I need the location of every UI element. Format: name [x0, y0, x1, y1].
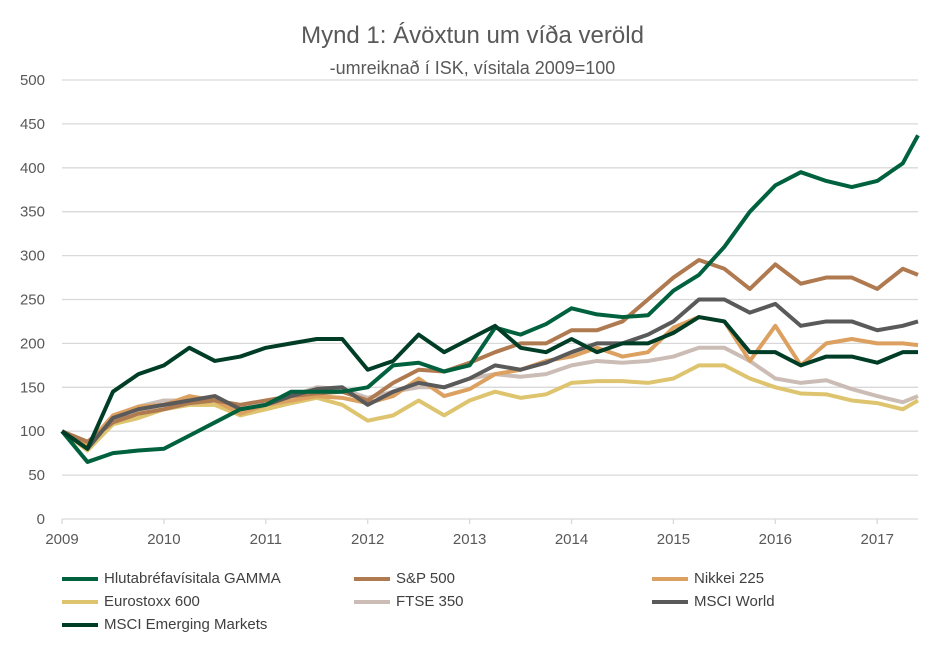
legend-item: FTSE 350	[354, 593, 464, 610]
y-tick-label: 300	[20, 248, 45, 265]
legend-item: MSCI Emerging Markets	[62, 616, 267, 633]
y-tick-label: 450	[20, 116, 45, 133]
x-tick-label: 2013	[453, 531, 486, 548]
x-tick-label: 2009	[45, 531, 78, 548]
legend-swatch	[652, 599, 688, 604]
x-tick-label: 2015	[657, 531, 690, 548]
y-tick-label: 50	[28, 467, 45, 484]
y-tick-label: 0	[37, 511, 45, 528]
legend-label: MSCI World	[694, 593, 775, 610]
x-tick-label: 2017	[861, 531, 894, 548]
legend-label: Nikkei 225	[694, 570, 765, 587]
series-line-hlutabr-fav-sitala-gamma	[60, 134, 920, 464]
x-tick-label: 2016	[759, 531, 792, 548]
series-line-eurostoxx-600	[60, 363, 919, 453]
legend-label: S&P 500	[396, 570, 455, 587]
y-tick-label: 200	[20, 335, 45, 352]
y-tick-label: 150	[20, 379, 45, 396]
series-line-s-p-500	[61, 257, 919, 444]
x-tick-label: 2011	[250, 531, 282, 548]
legend-label: Eurostoxx 600	[104, 593, 200, 610]
legend-swatch	[62, 599, 98, 604]
y-tick-label: 500	[20, 72, 45, 89]
legend-item: Nikkei 225	[652, 570, 764, 587]
y-tick-label: 100	[20, 423, 45, 440]
legend-swatch	[62, 576, 98, 581]
legend-swatch	[354, 599, 390, 604]
legend-label: Hlutabréfavísitala GAMMA	[104, 570, 281, 587]
y-tick-label: 400	[20, 160, 45, 177]
x-tick-label: 2012	[351, 531, 384, 548]
legend-item: S&P 500	[354, 570, 455, 587]
chart-subtitle: -umreiknað í ISK, vísitala 2009=100	[329, 58, 616, 78]
x-tick-label: 2010	[147, 531, 180, 548]
legend-item: Eurostoxx 600	[62, 593, 200, 610]
y-tick-label: 350	[20, 204, 45, 221]
series-line-msci-emerging-markets	[60, 315, 918, 451]
legend-label: FTSE 350	[396, 593, 464, 610]
series-line-msci-world	[60, 297, 919, 451]
legend-swatch	[652, 576, 688, 581]
legend-item: Hlutabréfavísitala GAMMA	[62, 570, 281, 587]
legend-swatch	[62, 622, 98, 627]
legend-label: MSCI Emerging Markets	[104, 616, 268, 633]
y-tick-label: 250	[20, 292, 45, 309]
legend-swatch	[354, 576, 390, 581]
legend-item: MSCI World	[652, 593, 775, 610]
chart-title: Mynd 1: Ávöxtun um víða veröld	[301, 22, 644, 49]
x-tick-label: 2014	[555, 531, 588, 548]
